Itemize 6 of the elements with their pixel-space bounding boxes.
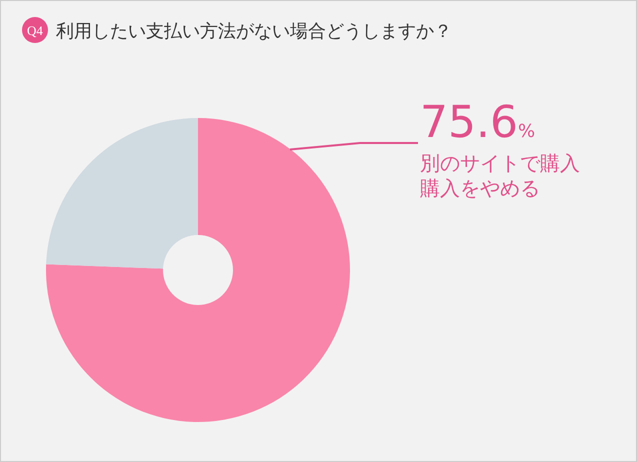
donut-slice: [46, 118, 198, 269]
data-label: 75.6%: [420, 97, 536, 148]
chart-title: 利用したい支払い方法がない場合どうしますか？: [56, 21, 452, 42]
donut-slice: [46, 118, 350, 422]
slice-label: 別のサイトで購入購入をやめる: [420, 151, 580, 200]
badge: Q4: [22, 17, 48, 43]
